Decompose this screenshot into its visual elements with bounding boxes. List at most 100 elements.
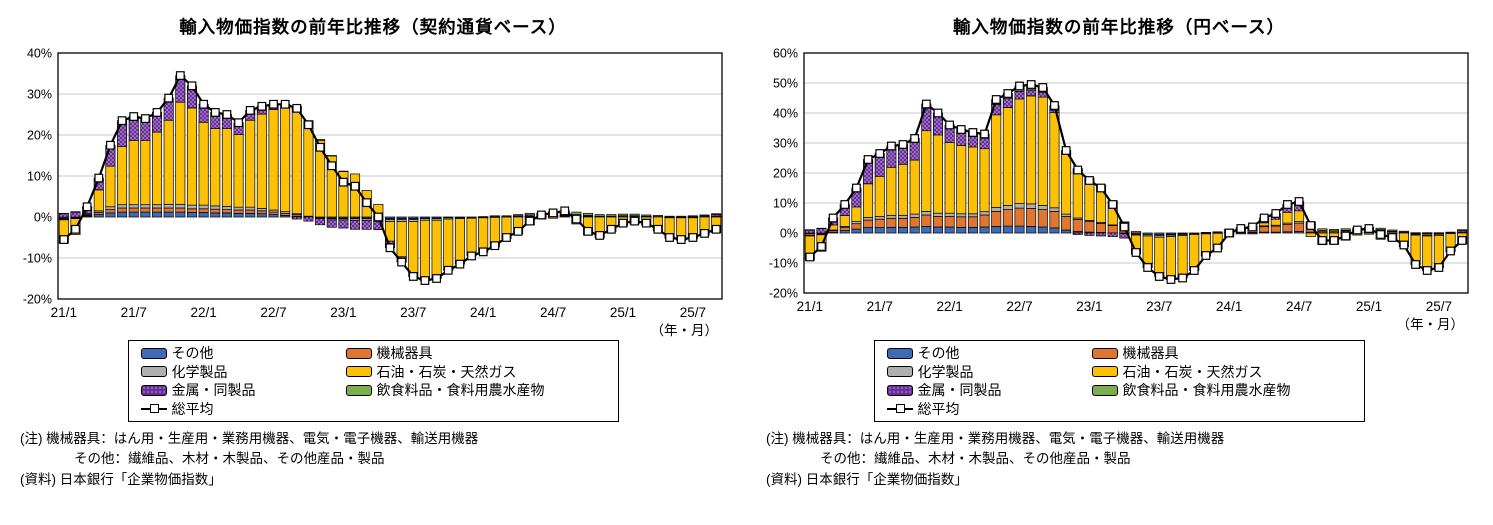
legend-label: 機械器具 <box>376 345 433 361</box>
legend-label: 飲食料品・食料用農水産物 <box>1122 382 1291 398</box>
svg-text:22/1: 22/1 <box>936 299 962 314</box>
legend-swatch-icon <box>345 366 372 378</box>
svg-text:24/7: 24/7 <box>540 305 566 320</box>
svg-text:24/1: 24/1 <box>470 305 496 320</box>
svg-text:40%: 40% <box>773 107 798 121</box>
legend-item: その他 <box>140 344 346 363</box>
svg-text:21/1: 21/1 <box>797 299 823 314</box>
svg-text:0%: 0% <box>34 211 52 225</box>
svg-text:20%: 20% <box>27 129 52 143</box>
svg-text:23/1: 23/1 <box>330 305 356 320</box>
legend-swatch-icon <box>1091 366 1118 378</box>
legend-item: 石油・石炭・天然ガス <box>345 363 608 382</box>
legend-swatch-icon <box>140 384 167 396</box>
legend-column-1: その他化学製品金属・同製品 総平均 <box>140 344 346 418</box>
chart-notes-contract-currency: (注) 機械器具：はん用・生産用・業務用機器、電気・電子機器、輸送用機器 その他… <box>20 429 740 490</box>
svg-text:-10%: -10% <box>23 252 52 266</box>
stacked-bars <box>58 75 722 281</box>
legend-label: 化学製品 <box>171 363 228 380</box>
chart-panel-yen-basis: 輸入物価指数の前年比推移（円ベース） 60% 50% 40% 30% 20% 10% 0% -… <box>746 0 1492 525</box>
legend-swatch-icon <box>345 347 372 359</box>
svg-text:-20%: -20% <box>23 293 52 307</box>
legend-label: その他 <box>917 345 960 361</box>
svg-text:23/1: 23/1 <box>1076 299 1102 314</box>
legend-column-2: 機械器具石油・石炭・天然ガス飲食料品・食料用農水産物 <box>1091 344 1354 418</box>
svg-text:21/7: 21/7 <box>867 299 893 314</box>
chart-title-contract-currency: 輸入物価指数の前年比推移（契約通貨ベース） <box>179 17 567 37</box>
legend-label: 石油・石炭・天然ガス <box>1122 363 1263 380</box>
source-line: (資料) 日本銀行「企業物価指数」 <box>20 471 222 487</box>
legend-item: 飲食料品・食料用農水産物 <box>345 381 608 400</box>
x-axis-unit-label: （年・月） <box>651 323 719 338</box>
legend-item: 化学製品 <box>886 363 1092 382</box>
legend-label: 総平均 <box>171 400 214 417</box>
x-axis-unit-label: （年・月） <box>1397 317 1465 332</box>
legend-label: 金属・同製品 <box>171 382 256 398</box>
legend-column-2: 機械器具石油・石炭・天然ガス飲食料品・食料用農水産物 <box>345 344 608 418</box>
svg-text:22/1: 22/1 <box>190 305 216 320</box>
legend-label: 機械器具 <box>1122 345 1179 361</box>
note-line-other: その他：繊維品、木材・木製品、その他産品・製品 <box>74 451 385 467</box>
total-average-markers <box>59 71 721 285</box>
legend-label: 金属・同製品 <box>917 382 1002 398</box>
legend-label: 飲食料品・食料用農水産物 <box>376 382 545 398</box>
total-average-line-swatch-icon <box>140 403 167 414</box>
svg-text:24/1: 24/1 <box>1216 299 1242 314</box>
svg-text:10%: 10% <box>27 170 52 184</box>
svg-text:25/7: 25/7 <box>1426 299 1452 314</box>
svg-text:60%: 60% <box>773 47 798 61</box>
legend-item: 機械器具 <box>1091 344 1354 363</box>
legend-column-1: その他化学製品 金属・同製品総平均 <box>886 344 1092 419</box>
note-line-machinery: (注) 機械器具：はん用・生産用・業務用機器、電気・電子機器、輸送用機器 <box>766 431 1225 446</box>
legend-swatch-icon <box>886 384 913 396</box>
svg-text:50%: 50% <box>773 77 798 91</box>
legend-swatch-icon <box>140 347 167 359</box>
svg-text:30%: 30% <box>773 137 798 151</box>
plot-border <box>57 52 723 300</box>
legend-swatch-icon <box>345 384 372 396</box>
legend-swatch-icon <box>1091 384 1118 396</box>
svg-text:21/7: 21/7 <box>121 305 147 320</box>
svg-text:40%: 40% <box>27 47 52 61</box>
svg-text:20%: 20% <box>773 167 798 181</box>
x-axis-labels: 21/1 21/7 22/1 22/7 23/1 23/7 24/1 24/7 25/1 25/7 <box>797 299 1452 314</box>
legend-item: その他 <box>886 344 1092 363</box>
svg-text:-20%: -20% <box>769 287 798 301</box>
svg-text:-10%: -10% <box>769 257 798 271</box>
svg-text:0%: 0% <box>780 227 798 241</box>
legend-yen-basis: その他 化学製品 金属・同製品 総平均 機械器具 石油・石炭・天然ガス 飲食料品・食料用農水… <box>873 340 1365 422</box>
svg-text:23/7: 23/7 <box>1146 299 1172 314</box>
y-axis-labels: 40% 30% 20% 10% 0% -10% -20% <box>23 47 52 307</box>
svg-text:30%: 30% <box>27 88 52 102</box>
legend-label: その他 <box>171 345 214 361</box>
legend-item: 飲食料品・食料用農水産物 <box>1091 381 1354 400</box>
legend-item: 石油・石炭・天然ガス <box>1091 363 1354 382</box>
legend-item: 総平均 <box>886 400 1092 419</box>
total-average-line-swatch-icon <box>886 403 913 414</box>
legend-item: 化学製品 <box>140 363 346 382</box>
legend-swatch-icon <box>886 347 913 359</box>
legend-swatch-icon <box>886 366 913 378</box>
legend-item: 金属・同製品 <box>886 381 1092 400</box>
legend-swatch-icon <box>1091 347 1118 359</box>
svg-text:22/7: 22/7 <box>260 305 286 320</box>
svg-text:21/1: 21/1 <box>51 305 77 320</box>
svg-text:25/1: 25/1 <box>610 305 636 320</box>
source-line: (資料) 日本銀行「企業物価指数」 <box>766 471 968 487</box>
chart-title-yen-basis: 輸入物価指数の前年比推移（円ベース） <box>952 17 1286 37</box>
chart-canvas-contract-currency: 40% 30% 20% 10% 0% -10% -20%21/1 21/7 22/1 22/7 23… <box>23 47 723 338</box>
y-axis-labels: 60% 50% 40% 30% 20% 10% 0% -10% -20% <box>769 47 798 301</box>
legend-swatch-icon <box>140 366 167 378</box>
note-line-other: その他：繊維品、木材・木製品、その他産品・製品 <box>820 451 1131 467</box>
legend-label: 石油・石炭・天然ガス <box>376 363 517 380</box>
legend-item: 機械器具 <box>345 344 608 363</box>
svg-text:22/7: 22/7 <box>1006 299 1032 314</box>
chart-notes-yen-basis: (注) 機械器具：はん用・生産用・業務用機器、電気・電子機器、輸送用機器 その他… <box>766 429 1486 490</box>
svg-text:10%: 10% <box>773 197 798 211</box>
note-line-machinery: (注) 機械器具：はん用・生産用・業務用機器、電気・電子機器、輸送用機器 <box>20 431 479 446</box>
svg-text:25/1: 25/1 <box>1356 299 1382 314</box>
svg-text:23/7: 23/7 <box>400 305 426 320</box>
chart-canvas-yen-basis: 60% 50% 40% 30% 20% 10% 0% -10% -20%21/1 21/7 22/1… <box>769 47 1469 332</box>
legend-item: 金属・同製品 <box>140 381 346 400</box>
